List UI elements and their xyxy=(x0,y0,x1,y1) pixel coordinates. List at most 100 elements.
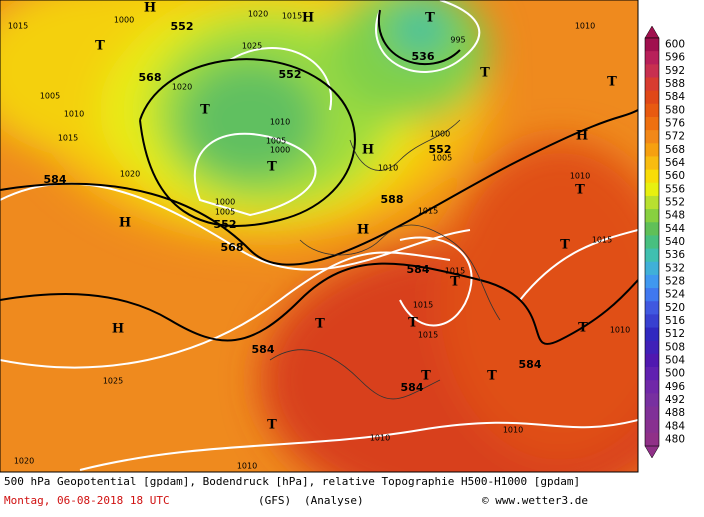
isobar-label: 1015 xyxy=(282,12,302,21)
colorbar-swatch xyxy=(645,235,659,250)
colorbar-label: 496 xyxy=(665,381,685,393)
colorbar-swatch xyxy=(645,353,659,368)
colorbar-label: 552 xyxy=(665,197,685,209)
isobar-label: 995 xyxy=(450,36,465,45)
contour-label: 568 xyxy=(221,241,244,254)
isobar-label: 1010 xyxy=(370,434,390,443)
pressure-system: H xyxy=(576,129,588,144)
colorbar-swatch xyxy=(645,406,659,421)
isobar-label: 1020 xyxy=(120,170,140,179)
pressure-system: T xyxy=(315,317,325,332)
footer-caption: 500 hPa Geopotential [gpdam], Bodendruck… xyxy=(4,475,580,488)
contour-label: 584 xyxy=(252,343,275,356)
colorbar-swatch xyxy=(645,209,659,223)
colorbar-label: 572 xyxy=(665,131,685,143)
isobar-label: 1005 xyxy=(215,208,235,217)
footer-model: (GFS) xyxy=(258,494,291,507)
colorbar-label: 564 xyxy=(665,157,685,169)
pressure-system: T xyxy=(408,316,418,331)
colorbar-label: 556 xyxy=(665,183,685,195)
pressure-system: H xyxy=(144,1,156,16)
colorbar-swatch xyxy=(645,380,659,394)
isobar-label: 1010 xyxy=(503,426,523,435)
isobar-label: 1005 xyxy=(432,154,452,163)
colorbar-swatch xyxy=(645,169,659,184)
pressure-system: T xyxy=(267,160,277,175)
colorbar-swatch xyxy=(645,222,659,236)
isobar-label: 1015 xyxy=(445,267,465,276)
colorbar-label: 600 xyxy=(665,39,685,51)
colorbar-label: 540 xyxy=(665,236,685,248)
isobar-label: 1010 xyxy=(610,326,630,335)
colorbar-label: 508 xyxy=(665,341,685,353)
colorbar-swatch xyxy=(645,367,659,381)
pressure-system: T xyxy=(200,103,210,118)
isobar-label: 1005 xyxy=(266,137,286,146)
contour-label: 584 xyxy=(407,263,430,276)
contour-label: 584 xyxy=(519,358,542,371)
pressure-system: T xyxy=(425,11,435,26)
pressure-system: T xyxy=(487,369,497,384)
colorbar-swatch xyxy=(645,195,659,210)
colorbar-label: 560 xyxy=(665,170,685,182)
colorbar-label: 504 xyxy=(665,354,685,366)
colorbar-label: 512 xyxy=(665,328,685,340)
colorbar-swatch xyxy=(645,340,659,355)
contour-label: 552 xyxy=(171,20,194,33)
pressure-system: T xyxy=(421,369,431,384)
isobar-label: 1015 xyxy=(413,301,433,310)
colorbar-swatch xyxy=(645,393,659,408)
isobar-label: 1020 xyxy=(14,457,34,466)
isobar-label: 1015 xyxy=(418,207,438,216)
colorbar-label: 548 xyxy=(665,210,685,222)
contour-label: 552 xyxy=(214,218,237,231)
colorbar-label: 528 xyxy=(665,275,685,287)
colorbar-arrow xyxy=(644,25,660,39)
pressure-system: H xyxy=(112,322,124,337)
colorbar-label: 488 xyxy=(665,407,685,419)
colorbar-swatch xyxy=(645,64,659,78)
isobar-label: 1010 xyxy=(270,118,290,127)
colorbar-label: 520 xyxy=(665,302,685,314)
colorbar-swatch xyxy=(645,419,659,434)
isobar-label: 1010 xyxy=(64,110,84,119)
colorbar-swatch xyxy=(645,314,659,329)
contour-label: 584 xyxy=(44,173,67,186)
colorbar-swatch xyxy=(645,182,659,197)
colorbar-swatch xyxy=(645,38,659,52)
contour-label: 552 xyxy=(279,68,302,81)
isobar-label: 1000 xyxy=(430,130,450,139)
colorbar-label: 568 xyxy=(665,144,685,156)
pressure-system: T xyxy=(450,275,460,290)
pressure-system: T xyxy=(607,75,617,90)
colorbar-swatch xyxy=(645,156,659,171)
isobar-label: 1010 xyxy=(575,22,595,31)
contour-label: 552 xyxy=(429,143,452,156)
isobar-label: 1025 xyxy=(103,377,123,386)
coastlines xyxy=(269,119,501,400)
colorbar-swatch xyxy=(645,90,659,105)
colorbar-swatch xyxy=(645,261,659,276)
colorbar-label: 580 xyxy=(665,104,685,116)
isobar-label: 1015 xyxy=(8,22,28,31)
isobar-label: 1020 xyxy=(248,10,268,19)
pressure-system: T xyxy=(575,183,585,198)
colorbar-swatch xyxy=(645,301,659,315)
colorbar-swatch xyxy=(645,327,659,342)
colorbar-swatch xyxy=(645,116,659,131)
colorbar-swatch xyxy=(645,103,659,118)
pressure-system: H xyxy=(357,223,369,238)
isobar-label: 1010 xyxy=(378,164,398,173)
colorbar-label: 544 xyxy=(665,223,685,235)
pressure-system: T xyxy=(560,238,570,253)
colorbar-swatch xyxy=(645,288,659,302)
map-frame xyxy=(0,0,639,473)
footer-run: (Analyse) xyxy=(304,494,364,507)
colorbar-label: 492 xyxy=(665,394,685,406)
isobar-label: 1010 xyxy=(237,462,257,471)
colorbar-label: 500 xyxy=(665,368,685,380)
isobar-label: 1015 xyxy=(592,236,612,245)
